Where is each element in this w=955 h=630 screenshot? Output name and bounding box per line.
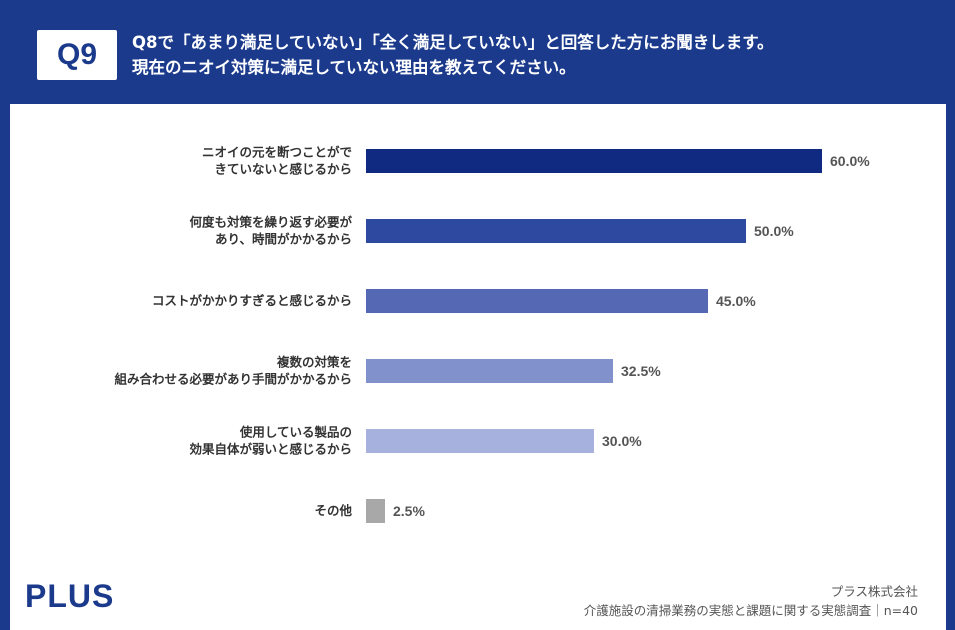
value-label-3: 45.0% [716,293,756,309]
plus-logo: PLUS [25,578,115,614]
bar-5 [366,429,594,453]
category-label-4-line-2: 組み合わせる必要があり手間がかかるから [114,372,352,387]
question-badge: Q9 [37,30,117,80]
category-label-1-line-1: ニオイの元を断つことがで [202,145,352,160]
header-banner: Q9 Q8で「あまり満足していない」「全く満足していない」と回答した方にお聞きし… [0,0,955,104]
question-text: Q8で「あまり満足していない」「全く満足していない」と回答した方にお聞きします。… [132,30,942,80]
footer-company: プラス株式会社 [830,584,918,599]
bar-4 [366,359,613,383]
bar-6 [366,499,385,523]
footer-source: プラス株式会社 介護施設の清掃業務の実態と課題に関する実態調査｜n=40 [584,582,918,620]
value-label-6: 2.5% [393,503,425,519]
value-label-4: 32.5% [621,363,661,379]
question-line-2: 現在のニオイ対策に満足していない理由を教えてください。 [132,58,576,77]
value-label-5: 30.0% [602,433,642,449]
category-label-4-line-1: 複数の対策を [276,355,352,370]
category-label-6-line-1: その他 [314,503,352,518]
category-label-1-line-2: きていないと感じるから [214,162,352,177]
category-label-5-line-1: 使用している製品の [239,425,352,440]
category-label-2-line-2: あり、時間がかかるから [215,232,352,247]
value-label-1: 60.0% [830,153,870,169]
chart-panel: 60.0% ニオイの元を断つことができていないと感じるから 50.0% 何度も対策を繰… [10,104,946,630]
bar-3 [366,289,708,313]
footer-survey: 介護施設の清掃業務の実態と課題に関する実態調査｜n=40 [583,603,918,618]
category-label-3-line-1: コストがかかりすぎると感じるから [152,293,352,308]
category-label-5-line-2: 効果自体が弱いと感じるから [189,442,352,457]
category-label-2-line-1: 何度も対策を繰り返す必要が [189,215,352,230]
value-label-2: 50.0% [754,223,794,239]
question-line-1: Q8で「あまり満足していない」「全く満足していない」と回答した方にお聞きします。 [132,33,774,52]
bar-1 [366,149,822,173]
bar-2 [366,219,746,243]
